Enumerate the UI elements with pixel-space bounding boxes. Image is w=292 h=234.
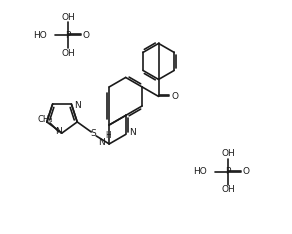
Text: OH: OH (61, 12, 75, 22)
Text: OH: OH (221, 186, 235, 194)
Text: N: N (55, 128, 61, 136)
Text: CH₃: CH₃ (37, 116, 53, 124)
Text: S: S (90, 129, 96, 139)
Text: O: O (242, 168, 249, 176)
Text: N: N (129, 128, 135, 137)
Text: N: N (74, 101, 81, 110)
Text: O: O (83, 30, 90, 40)
Text: O: O (171, 92, 178, 101)
Text: H: H (105, 132, 111, 140)
Text: P: P (225, 168, 231, 176)
Text: N: N (98, 139, 105, 147)
Text: HO: HO (193, 168, 207, 176)
Text: OH: OH (61, 48, 75, 58)
Text: HO: HO (33, 30, 47, 40)
Text: OH: OH (221, 150, 235, 158)
Text: P: P (65, 30, 71, 40)
